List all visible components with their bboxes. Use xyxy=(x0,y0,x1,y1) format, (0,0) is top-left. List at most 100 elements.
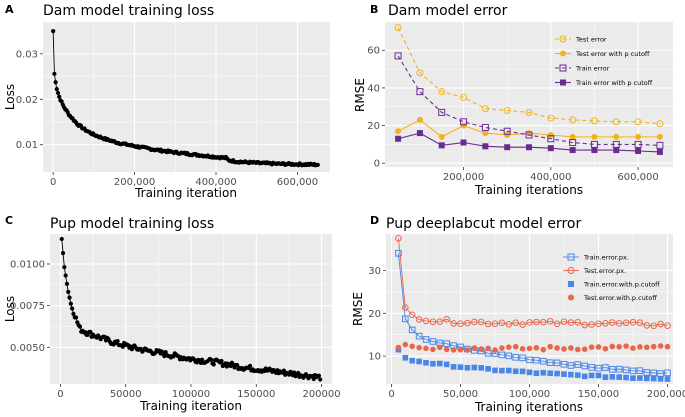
series-point xyxy=(567,319,575,326)
series-point xyxy=(623,374,629,381)
series-point xyxy=(402,354,409,361)
loss-point xyxy=(55,90,61,96)
series-point xyxy=(569,133,576,140)
series-line xyxy=(397,27,660,125)
series-point xyxy=(547,114,555,122)
series-point xyxy=(409,343,416,350)
series-point xyxy=(602,374,609,381)
legend: Test error Test error with p cutoff Train … xyxy=(555,35,653,87)
y-tick-label: 20 xyxy=(368,309,381,320)
loss-point xyxy=(68,301,73,306)
series-point xyxy=(656,141,664,149)
series-point xyxy=(526,345,533,352)
legend-key-marker xyxy=(560,50,566,57)
y-tick-label: 0 xyxy=(374,159,380,170)
series-point xyxy=(650,343,657,350)
legend-label: Test.error.px. xyxy=(583,267,626,275)
series-point xyxy=(408,311,416,319)
y-tick-label: 0.0050 xyxy=(10,343,45,354)
x-axis-title: Training iterations xyxy=(474,400,583,414)
series-point xyxy=(409,357,416,364)
series-point xyxy=(460,93,468,101)
series-point xyxy=(525,108,533,116)
loss-point xyxy=(64,281,70,286)
y-tick-label: 0.01 xyxy=(16,140,38,151)
series-point xyxy=(581,373,588,380)
panel-c: C Pup model training loss 0 50000 100000 15… xyxy=(3,214,341,413)
series-point xyxy=(637,375,643,381)
series-point xyxy=(533,356,540,364)
series-point xyxy=(657,320,664,328)
x-tick-label: 600,000 xyxy=(277,177,318,188)
x-tick-label: 600,000 xyxy=(617,172,658,183)
series-point xyxy=(657,370,664,377)
series-point xyxy=(643,344,650,351)
series-point xyxy=(643,322,651,329)
y-axis-title: Loss xyxy=(3,296,17,322)
loss-point xyxy=(209,357,214,362)
series-point xyxy=(394,52,402,60)
series-point xyxy=(512,343,519,350)
series-point xyxy=(546,317,554,325)
series-point xyxy=(533,370,540,377)
plot-area xyxy=(385,22,673,167)
series-point xyxy=(460,118,468,126)
loss-point xyxy=(318,377,323,382)
series-point xyxy=(395,234,402,242)
series-point xyxy=(574,319,582,326)
series-point xyxy=(568,371,574,378)
chart-title: Dam model training loss xyxy=(43,3,214,19)
series-point xyxy=(402,304,409,311)
legend-key-marker xyxy=(568,294,574,301)
series-point xyxy=(650,369,657,377)
series-point xyxy=(623,343,629,349)
legend-key-marker xyxy=(559,35,567,43)
series-point xyxy=(591,133,598,140)
series-point xyxy=(402,315,409,323)
loss-point xyxy=(211,362,216,367)
series-point xyxy=(569,147,576,154)
series-point xyxy=(602,345,609,352)
series-point xyxy=(615,365,623,373)
x-axis-title: Training iteration xyxy=(139,399,242,413)
series-point xyxy=(664,376,671,382)
series-point xyxy=(438,133,445,140)
series-point xyxy=(477,318,485,326)
legend-key-marker xyxy=(560,79,566,86)
series-point xyxy=(429,338,437,345)
series-point xyxy=(437,344,443,351)
series-point xyxy=(612,118,620,126)
series-point xyxy=(478,365,485,371)
loss-point xyxy=(52,71,57,76)
series-point xyxy=(657,343,664,349)
series-point xyxy=(664,343,671,350)
series-point xyxy=(450,347,457,353)
series-point xyxy=(457,346,464,353)
series-point xyxy=(595,372,602,379)
series-point xyxy=(423,345,429,352)
loss-point xyxy=(163,349,168,355)
series-point xyxy=(622,366,630,374)
series-point xyxy=(635,147,642,154)
y-tick-label: 0.0075 xyxy=(10,301,45,312)
series-point xyxy=(443,346,450,353)
series-point xyxy=(595,344,602,350)
x-tick-label: 0 xyxy=(57,389,63,400)
series-point xyxy=(430,346,436,353)
series-point xyxy=(533,318,540,326)
series-point xyxy=(464,364,471,371)
series-point xyxy=(539,357,547,365)
series-point xyxy=(612,140,620,148)
series-point xyxy=(547,135,555,143)
series-point xyxy=(547,145,554,152)
series-point xyxy=(581,362,588,370)
loss-point xyxy=(53,80,58,85)
series-point xyxy=(422,317,430,325)
legend-label: Test.error.with.p.cutoff xyxy=(583,294,657,302)
loss-point xyxy=(59,236,64,242)
x-tick-label: 200,000 xyxy=(114,177,155,188)
series-line xyxy=(397,253,668,375)
series-point xyxy=(616,343,622,350)
series-point xyxy=(643,375,650,382)
